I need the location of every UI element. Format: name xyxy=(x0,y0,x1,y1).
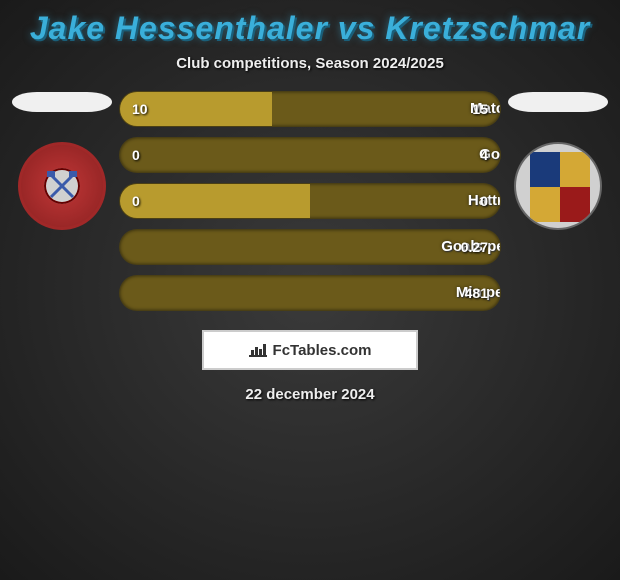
stat-value-left: 10 xyxy=(132,92,148,126)
player-right-name-pill xyxy=(508,92,608,112)
stat-value-right: 15 xyxy=(472,92,488,126)
date-text: 22 december 2024 xyxy=(0,386,620,403)
stat-bar-matches: 10 Matches 15 xyxy=(120,92,500,126)
stat-value-right: 481 xyxy=(465,276,488,310)
hammers-icon xyxy=(47,171,77,201)
stat-bar-goals-per-match: Goals per match 0.27 xyxy=(120,230,500,264)
brand-box: FcTables.com xyxy=(202,330,418,370)
stat-bar-min-per-goal: Min per goal 481 xyxy=(120,276,500,310)
stat-bar-goals: 0 Goals 4 xyxy=(120,138,500,172)
player-left-name-pill xyxy=(12,92,112,112)
stat-bar-hattricks: 0 Hattricks 0 xyxy=(120,184,500,218)
shield-icon xyxy=(530,152,590,222)
stat-value-right: 0.27 xyxy=(461,230,488,264)
stat-value-left: 0 xyxy=(132,184,140,218)
stat-value-right: 4 xyxy=(480,138,488,172)
brand-text: FcTables.com xyxy=(273,342,372,359)
club-crest-right xyxy=(514,142,602,230)
page-title: Jake Hessenthaler vs Kretzschmar xyxy=(0,10,620,47)
club-crest-left xyxy=(18,142,106,230)
stat-label: Hattricks xyxy=(310,184,500,218)
infographic-container: Jake Hessenthaler vs Kretzschmar Club co… xyxy=(0,0,620,413)
stat-value-right: 0 xyxy=(480,184,488,218)
stat-value-left: 0 xyxy=(132,138,140,172)
stat-fill-left xyxy=(120,184,310,218)
stat-label: Goals xyxy=(310,138,500,172)
main-row: 10 Matches 15 0 Goals 4 0 Hattricks 0 Go… xyxy=(0,92,620,310)
subtitle: Club competitions, Season 2024/2025 xyxy=(0,55,620,72)
player-left-column xyxy=(12,92,112,230)
stats-column: 10 Matches 15 0 Goals 4 0 Hattricks 0 Go… xyxy=(120,92,500,310)
player-right-column xyxy=(508,92,608,230)
chart-icon xyxy=(249,343,267,357)
